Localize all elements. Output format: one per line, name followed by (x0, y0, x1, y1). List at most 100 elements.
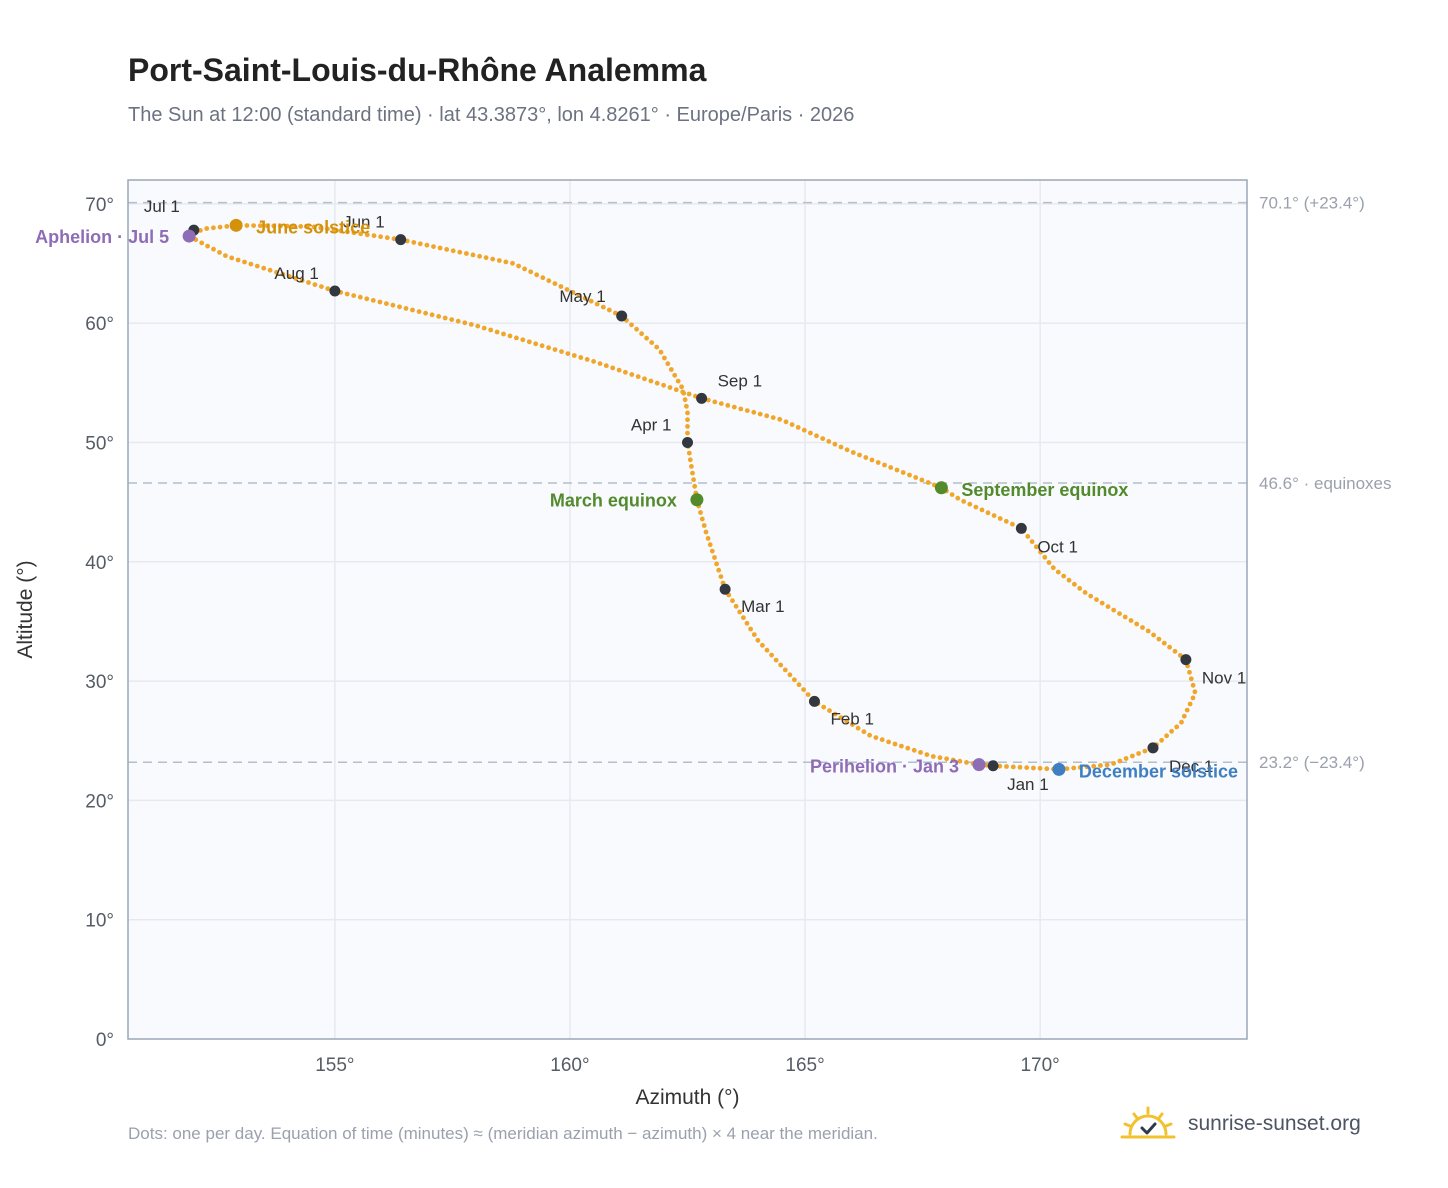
day-dot (850, 722, 855, 727)
day-dot (644, 335, 649, 341)
day-dot (1192, 689, 1198, 695)
month-label: Jun 1 (343, 213, 385, 232)
day-dot (808, 430, 813, 436)
day-dot (792, 677, 797, 683)
day-dot (873, 735, 879, 740)
day-dot (1117, 758, 1123, 764)
day-dot (685, 424, 690, 429)
day-dot (714, 561, 719, 567)
day-dot (892, 741, 898, 747)
day-dot (345, 229, 350, 235)
day-dot (552, 281, 558, 286)
day-dot (1190, 682, 1196, 688)
day-dot (985, 510, 991, 516)
day-dot (286, 274, 292, 279)
day-dot (685, 430, 690, 436)
day-dot (1072, 581, 1077, 587)
day-dot (855, 725, 861, 731)
day-dot (594, 301, 600, 307)
reference-line-label: 70.1° (+23.4°) (1259, 194, 1365, 213)
day-dot (832, 711, 838, 717)
day-dot (899, 743, 904, 749)
day-dot (1167, 644, 1172, 650)
x-tick-label: 160° (550, 1055, 589, 1076)
month-label: Sep 1 (718, 371, 762, 390)
y-tick-label: 40° (85, 553, 114, 574)
day-dot (905, 745, 911, 751)
day-dot (540, 275, 546, 281)
day-dot (699, 516, 705, 522)
y-axis-label: Altitude (°) (14, 560, 37, 658)
day-dot (777, 416, 783, 422)
day-dot (391, 236, 397, 242)
day-dot (199, 240, 205, 246)
day-dot (546, 345, 551, 351)
day-dot (668, 367, 674, 372)
day-dot (205, 243, 211, 249)
day-dot (494, 329, 500, 335)
sun-logo-icon (1120, 1106, 1176, 1139)
day-dot (913, 475, 919, 480)
day-dot (1151, 632, 1156, 638)
day-dot (1004, 764, 1009, 769)
day-dot (325, 286, 331, 292)
event-dot (182, 229, 196, 243)
day-dot (867, 732, 872, 738)
day-dot (546, 278, 552, 284)
month-dot (682, 436, 693, 448)
chart-title: Port-Saint-Louis-du-Rhône Analemma (128, 52, 707, 88)
day-dot (1111, 761, 1116, 766)
month-dot (808, 695, 820, 707)
day-dot (1010, 764, 1016, 770)
day-dot (672, 372, 678, 378)
event-label: September equinox (961, 480, 1128, 500)
day-dot (444, 247, 450, 252)
day-dot (606, 307, 612, 313)
day-dot (224, 224, 230, 229)
day-dot (718, 401, 724, 406)
month-label: Jul 1 (144, 197, 180, 216)
day-dot (457, 249, 463, 255)
day-dot (488, 327, 494, 333)
day-dot (211, 246, 216, 252)
day-dot (703, 529, 709, 535)
day-dot (1071, 765, 1077, 771)
day-dot (552, 347, 558, 352)
day-dot (597, 361, 603, 366)
day-dot (462, 320, 468, 326)
day-dot (274, 269, 279, 275)
day-dot (311, 224, 317, 230)
event-label: December solstice (1079, 761, 1238, 781)
day-dot (449, 317, 455, 322)
day-dot (1038, 549, 1043, 555)
day-dot (1174, 724, 1180, 730)
day-dot (522, 266, 527, 272)
day-dot (377, 299, 383, 305)
day-dot (1037, 765, 1043, 771)
day-dot (629, 372, 635, 377)
day-dot (410, 307, 415, 313)
day-dot (748, 626, 753, 632)
day-dot (675, 378, 681, 384)
day-dot (919, 477, 925, 483)
day-dot (955, 495, 961, 501)
day-dot (411, 240, 417, 245)
day-dot (861, 729, 867, 735)
day-dot (857, 452, 862, 458)
day-dot (1050, 565, 1056, 571)
day-dot (1104, 762, 1110, 768)
day-dot (490, 256, 496, 262)
day-dot (778, 662, 784, 668)
day-dot (423, 310, 428, 316)
brand[interactable]: sunrise-sunset.org (1120, 1104, 1361, 1144)
month-dot (329, 285, 341, 297)
day-dot (937, 755, 943, 761)
day-dot (211, 225, 216, 231)
day-dot (684, 403, 689, 409)
month-label: Apr 1 (631, 415, 672, 434)
day-dot (682, 397, 688, 403)
day-dot (686, 391, 692, 397)
day-dot (764, 647, 770, 653)
month-label: Dec 1 (1169, 757, 1213, 776)
day-dot (248, 261, 254, 267)
